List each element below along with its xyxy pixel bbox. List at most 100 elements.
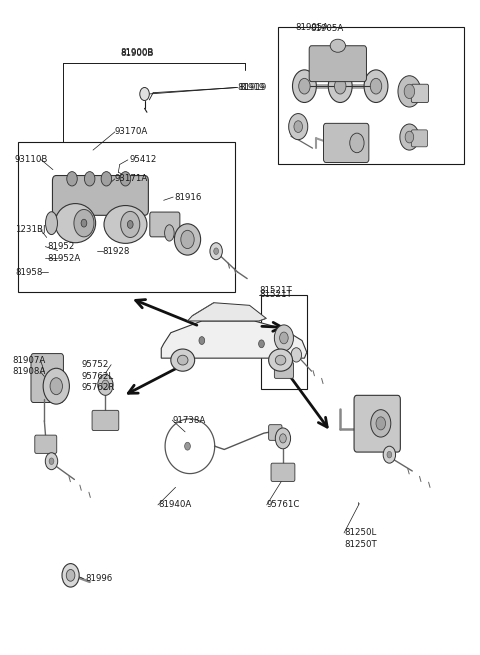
Ellipse shape — [276, 355, 286, 365]
Ellipse shape — [127, 221, 133, 229]
Ellipse shape — [174, 224, 201, 255]
Text: 81952A: 81952A — [47, 254, 81, 263]
FancyBboxPatch shape — [271, 463, 295, 481]
Ellipse shape — [335, 79, 346, 94]
Circle shape — [140, 88, 149, 100]
Circle shape — [259, 340, 264, 348]
Ellipse shape — [276, 428, 290, 449]
Text: 81916: 81916 — [174, 193, 202, 202]
Ellipse shape — [84, 172, 95, 186]
Ellipse shape — [275, 325, 293, 351]
Text: 81521T: 81521T — [259, 286, 292, 295]
Ellipse shape — [299, 79, 310, 94]
Text: 81958: 81958 — [16, 267, 43, 276]
Text: 81900B: 81900B — [120, 49, 154, 58]
FancyBboxPatch shape — [411, 84, 429, 102]
Text: 81250L: 81250L — [344, 529, 376, 538]
FancyBboxPatch shape — [31, 354, 63, 403]
Text: 81905A: 81905A — [310, 24, 344, 33]
FancyBboxPatch shape — [275, 362, 293, 379]
Text: 81900B: 81900B — [120, 48, 154, 57]
Ellipse shape — [400, 124, 419, 150]
Circle shape — [383, 446, 396, 463]
Ellipse shape — [46, 212, 58, 234]
FancyBboxPatch shape — [92, 410, 119, 430]
Circle shape — [185, 442, 191, 450]
Ellipse shape — [330, 39, 346, 52]
Circle shape — [210, 243, 222, 259]
Ellipse shape — [67, 172, 77, 186]
Circle shape — [199, 337, 204, 345]
Text: 81919: 81919 — [238, 83, 265, 92]
Bar — [278, 28, 464, 164]
Text: 81905A: 81905A — [295, 23, 328, 32]
Bar — [262, 295, 307, 390]
Text: 95752: 95752 — [82, 360, 109, 369]
FancyBboxPatch shape — [150, 212, 180, 237]
FancyBboxPatch shape — [35, 435, 57, 453]
Ellipse shape — [404, 84, 415, 98]
Polygon shape — [161, 321, 307, 358]
Circle shape — [214, 248, 218, 254]
Ellipse shape — [74, 210, 94, 237]
Ellipse shape — [171, 349, 195, 371]
Circle shape — [66, 569, 75, 581]
Ellipse shape — [50, 378, 62, 395]
Ellipse shape — [101, 172, 112, 186]
Ellipse shape — [81, 219, 87, 227]
Ellipse shape — [55, 204, 96, 243]
Text: 81919: 81919 — [239, 83, 266, 92]
Ellipse shape — [120, 212, 140, 238]
Circle shape — [387, 451, 392, 458]
Ellipse shape — [165, 225, 174, 241]
Ellipse shape — [371, 409, 391, 437]
Text: 81907A: 81907A — [12, 356, 45, 365]
FancyBboxPatch shape — [324, 123, 369, 162]
Ellipse shape — [376, 417, 385, 430]
FancyBboxPatch shape — [309, 46, 366, 82]
Ellipse shape — [280, 434, 286, 443]
Text: 81940A: 81940A — [158, 500, 191, 510]
Ellipse shape — [269, 349, 292, 371]
Ellipse shape — [328, 70, 352, 102]
Text: 81521T: 81521T — [259, 290, 292, 299]
Ellipse shape — [350, 133, 364, 153]
Ellipse shape — [398, 76, 421, 107]
Ellipse shape — [370, 79, 382, 94]
Text: 95762R: 95762R — [82, 383, 115, 392]
Circle shape — [62, 563, 79, 587]
Text: 81908A: 81908A — [12, 367, 45, 377]
Text: 81928: 81928 — [103, 247, 130, 255]
Ellipse shape — [364, 70, 388, 102]
Ellipse shape — [288, 113, 308, 140]
FancyBboxPatch shape — [411, 130, 428, 147]
Text: 95412: 95412 — [129, 155, 156, 164]
Ellipse shape — [178, 355, 188, 365]
Ellipse shape — [98, 375, 113, 396]
Text: 91738A: 91738A — [172, 416, 205, 424]
Text: 95762L: 95762L — [82, 372, 114, 381]
Ellipse shape — [294, 121, 302, 132]
Text: 1231BJ: 1231BJ — [15, 225, 45, 234]
Text: 93110B: 93110B — [15, 155, 48, 164]
Text: 81250T: 81250T — [344, 540, 377, 549]
FancyBboxPatch shape — [52, 176, 148, 215]
Text: 81996: 81996 — [85, 574, 112, 583]
Ellipse shape — [102, 380, 109, 390]
Text: 93171A: 93171A — [115, 174, 148, 183]
FancyBboxPatch shape — [269, 424, 282, 440]
Text: 81952: 81952 — [47, 242, 74, 251]
Circle shape — [45, 453, 58, 470]
Text: 95761C: 95761C — [267, 500, 300, 510]
Ellipse shape — [405, 131, 414, 143]
Ellipse shape — [280, 332, 288, 344]
Ellipse shape — [104, 206, 147, 244]
Ellipse shape — [181, 231, 194, 249]
Ellipse shape — [43, 368, 70, 404]
Ellipse shape — [292, 70, 316, 102]
Text: 93170A: 93170A — [115, 127, 148, 136]
Circle shape — [291, 348, 301, 362]
Circle shape — [49, 458, 54, 464]
Ellipse shape — [120, 172, 131, 186]
FancyBboxPatch shape — [354, 396, 400, 452]
